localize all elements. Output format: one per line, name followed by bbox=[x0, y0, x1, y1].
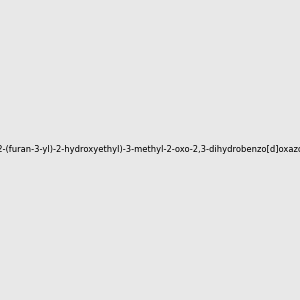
Text: N-(2-(furan-2-yl)-2-(furan-3-yl)-2-hydroxyethyl)-3-methyl-2-oxo-2,3-dihydrobenzo: N-(2-(furan-2-yl)-2-(furan-3-yl)-2-hydro… bbox=[0, 146, 300, 154]
